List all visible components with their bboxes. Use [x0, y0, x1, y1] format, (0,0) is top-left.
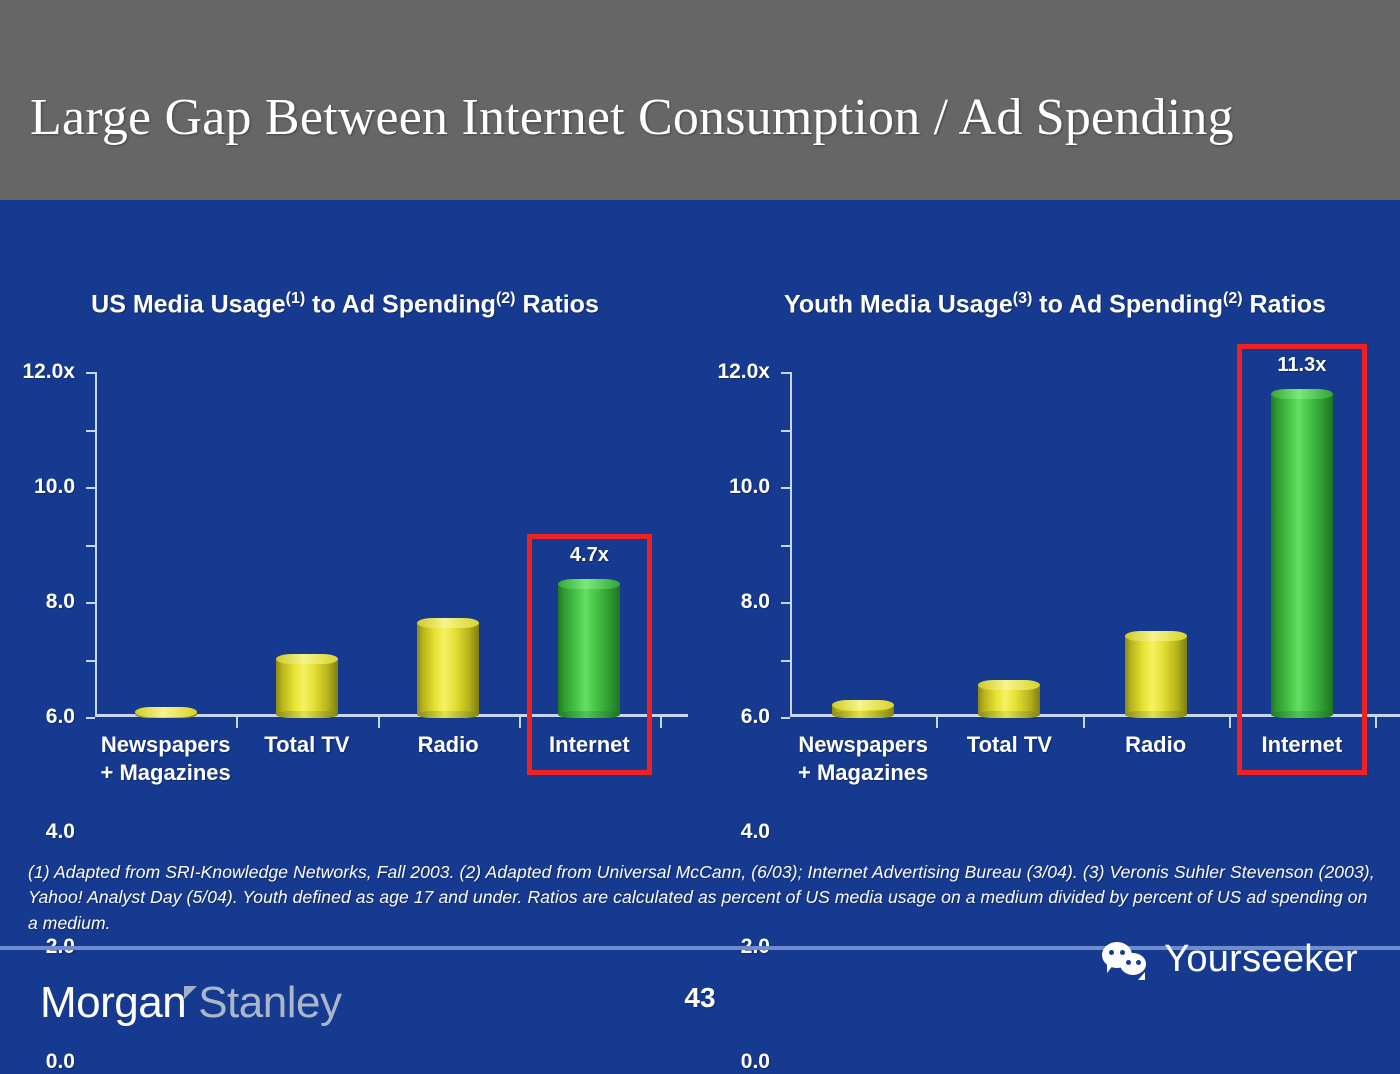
y-axis-tick: 8.0: [46, 487, 95, 613]
bar-slot: [1083, 372, 1229, 718]
y-axis-tick: 8.0: [741, 487, 790, 613]
y-axis-tick-label: 4.0: [740, 820, 770, 843]
footnote-ref-1: (1): [285, 290, 306, 307]
x-axis-category-label: Newspapers + Magazines: [798, 732, 929, 785]
bar-total-tv: [978, 679, 1041, 718]
y-axis-tick-label: 0.0: [740, 1050, 770, 1073]
footnote-text: (1) Adapted from SRI-Knowledge Networks,…: [28, 862, 1375, 933]
y-axis-line: [790, 372, 792, 717]
plot-area-youth-media: 12.0x 10.0 8.0 6.0 4.02.0 0.0 11.3x Newspaper…: [717, 344, 1400, 1073]
footnote-ref-2: (2): [1223, 290, 1243, 307]
bar-slot: [936, 372, 1082, 718]
y-axis-tick: 10.0: [729, 429, 790, 498]
bar-slot: [790, 372, 936, 718]
footnote-ref-2: (2): [495, 290, 516, 307]
slide-header-band: Large Gap Between Internet Consumption /…: [0, 0, 1400, 200]
y-axis-tick-label: 10.0: [729, 475, 770, 498]
y-axis-tick-label: 0.0: [45, 1050, 75, 1073]
bar-slot: 4.7x: [519, 372, 660, 718]
y-axis-tick: 4.0: [46, 602, 95, 843]
bar-slot: [95, 372, 236, 718]
chart-panel-us-media: US Media Usage(1) to Ad Spending(2) Rati…: [0, 200, 690, 1073]
y-axis-tick-label: 8.0: [740, 590, 770, 613]
chart-title-part2: to Ad Spending: [305, 290, 496, 319]
y-axis-tick-label: 4.0: [45, 820, 75, 843]
bar-newspapers-magazines: [134, 706, 197, 718]
chart-title-part1: US Media Usage: [91, 290, 286, 319]
y-axis-tick: 10.0: [34, 429, 95, 498]
bar-series-us-media: 4.7x: [95, 372, 660, 718]
bar-newspapers-magazines: [832, 699, 895, 718]
chart-title-part3: Ratios: [1242, 290, 1326, 319]
x-axis-category-label: Internet: [549, 732, 630, 757]
morgan-stanley-logo: Morgan Stanley: [40, 978, 342, 1028]
bar-internet: [1270, 389, 1333, 718]
bar-total-tv: [275, 653, 338, 718]
chart-title-youth-media: Youth Media Usage(3) to Ad Spending(2) R…: [710, 288, 1400, 322]
bar-slot: [236, 372, 377, 718]
y-axis-tick: 2.0: [46, 659, 95, 958]
x-axis-tick: [1375, 717, 1377, 728]
x-axis-tick: [518, 717, 521, 728]
x-axis-category-label: Total TV: [264, 732, 350, 757]
logo-triangle-icon: [184, 986, 198, 999]
logo-morgan-text: Morgan: [40, 978, 187, 1027]
y-axis-tick-label: 10.0: [34, 475, 75, 498]
y-axis-tick: 0.0: [741, 717, 790, 1073]
y-axis-tick-label: 6.0: [740, 705, 770, 728]
chart-title-part1: Youth Media Usage: [784, 290, 1013, 319]
y-axis-line: [95, 372, 97, 717]
y-axis-tick: 4.0: [741, 602, 790, 843]
bar-value-label: 4.7x: [569, 543, 609, 566]
bar-series-youth-media: 11.3x: [790, 354, 1375, 718]
slide-body: US Media Usage(1) to Ad Spending(2) Rati…: [0, 200, 1400, 1073]
plot-area-us-media: 12.0x 10.0 8.0 6.0 4.02.0 0.0 4.7x Newspapers…: [22, 360, 688, 1073]
watermark-text: Yourseeker: [1164, 938, 1358, 980]
wechat-icon: [1102, 940, 1152, 980]
bar-value-label: 11.3x: [1277, 354, 1327, 377]
logo-stanley-text: Stanley: [198, 978, 342, 1027]
chart-title-part3: Ratios: [515, 290, 599, 319]
chart-panel-youth-media: Youth Media Usage(3) to Ad Spending(2) R…: [710, 200, 1400, 1073]
footer-divider: [0, 946, 1400, 950]
y-axis-tick-label: 8.0: [45, 590, 75, 613]
chart-title-part2: to Ad Spending: [1032, 290, 1224, 319]
x-axis-tick: [1082, 717, 1085, 728]
bar-slot: [378, 372, 519, 718]
x-axis-category-label: Internet: [1261, 732, 1343, 757]
bar-radio: [1124, 630, 1187, 718]
bar-internet: [558, 578, 621, 718]
y-axis-tick: 0.0: [46, 717, 95, 1073]
footnote-ref-3: (3): [1012, 290, 1033, 307]
x-axis-category-label: Radio: [417, 732, 479, 757]
page-number: 43: [684, 982, 716, 1013]
x-axis-category-label: Radio: [1125, 732, 1187, 757]
x-axis-tick: [377, 717, 380, 728]
bar-radio: [417, 617, 480, 718]
y-axis-tick: 12.0x: [22, 360, 95, 383]
y-axis-tick: 12.0x: [717, 360, 790, 383]
x-axis-line: [790, 714, 1400, 717]
x-axis-line: [95, 714, 688, 717]
bar-slot: 11.3x: [1229, 354, 1375, 718]
y-axis-tick: 6.0: [741, 544, 790, 728]
x-axis-category-label: Total TV: [966, 732, 1052, 757]
x-axis-tick: [660, 717, 662, 728]
y-axis-tick: 6.0: [46, 544, 95, 728]
y-axis-tick-label: 12.0x: [717, 360, 770, 383]
x-axis-tick: [1228, 717, 1231, 728]
x-axis-labels-youth-media: Newspapers + Magazines Total TV Radio Intern…: [790, 717, 1375, 807]
x-axis-tick: [936, 717, 939, 728]
x-axis-labels-us-media: Newspapers + Magazines Total TV Radio Intern…: [95, 717, 660, 807]
slide-footer: Morgan Stanley 43 Yourseeker: [0, 938, 1400, 1042]
y-axis-tick-label: 12.0x: [22, 360, 75, 383]
y-axis-tick-label: 6.0: [45, 705, 75, 728]
x-axis-tick: [236, 717, 239, 728]
y-axis-tick: 2.0: [741, 659, 790, 958]
chart-title-us-media: US Media Usage(1) to Ad Spending(2) Rati…: [0, 288, 690, 322]
watermark: Yourseeker: [1102, 938, 1358, 981]
x-axis-category-label: Newspapers + Magazines: [100, 732, 231, 785]
page-title: Large Gap Between Internet Consumption /…: [30, 89, 1234, 146]
